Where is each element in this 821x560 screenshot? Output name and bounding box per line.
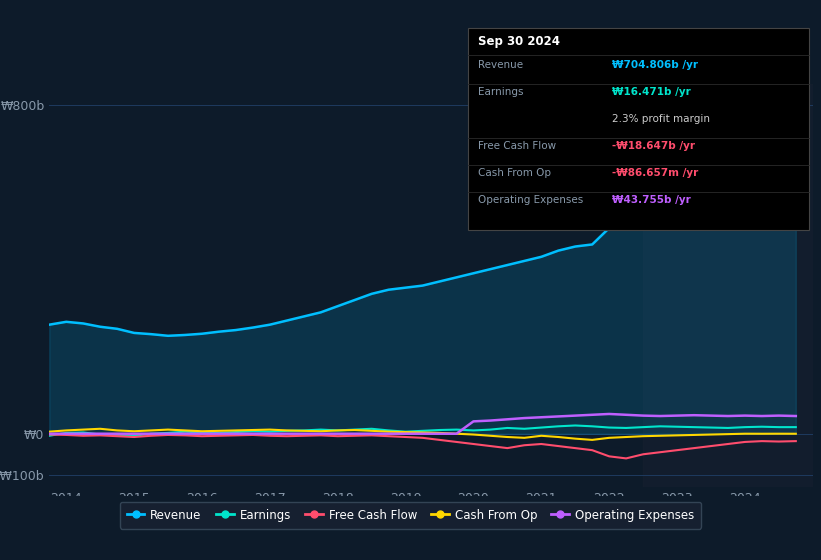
Text: ₩16.471b /yr: ₩16.471b /yr [612, 87, 690, 97]
Text: ₩43.755b /yr: ₩43.755b /yr [612, 195, 690, 205]
Text: Sep 30 2024: Sep 30 2024 [478, 35, 560, 48]
Bar [643, 84, 813, 487]
Text: -₩18.647b /yr: -₩18.647b /yr [612, 141, 695, 151]
Text: Revenue: Revenue [478, 60, 523, 71]
Legend: Revenue, Earnings, Free Cash Flow, Cash From Op, Operating Expenses: Revenue, Earnings, Free Cash Flow, Cash … [120, 502, 701, 529]
Text: Cash From Op: Cash From Op [478, 168, 551, 178]
Text: 2.3% profit margin: 2.3% profit margin [612, 114, 709, 124]
Text: Free Cash Flow: Free Cash Flow [478, 141, 556, 151]
Text: Operating Expenses: Operating Expenses [478, 195, 583, 205]
Text: Earnings: Earnings [478, 87, 523, 97]
Text: ₩704.806b /yr: ₩704.806b /yr [612, 60, 698, 71]
Text: -₩86.657m /yr: -₩86.657m /yr [612, 168, 698, 178]
